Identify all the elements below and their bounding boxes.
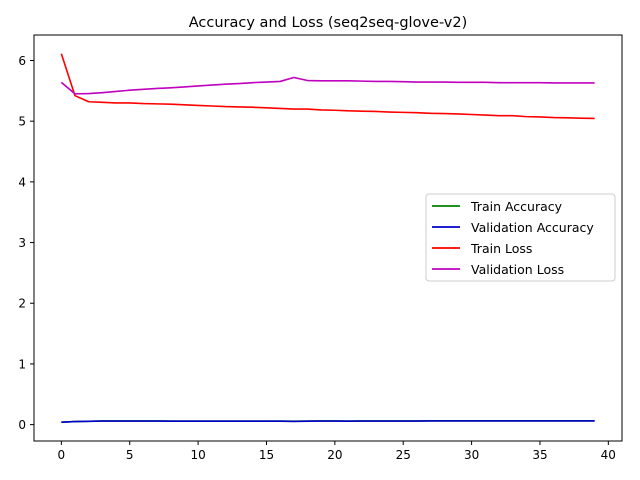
legend: Train Accuracy Validation Accuracy Train…: [425, 193, 616, 282]
y-tick-label: 4: [18, 175, 26, 189]
x-tick-label: 5: [126, 448, 134, 462]
x-tick-label: 30: [464, 448, 479, 462]
series-lines: [60, 53, 595, 423]
y-axis-ticks: 0 1 2 3 4 5 6: [18, 54, 34, 432]
x-axis-ticks: 0 5 10 15 20 25 30 35 40: [58, 441, 616, 462]
y-tick-label: 6: [18, 54, 26, 68]
legend-label-train-accuracy: Train Accuracy: [470, 199, 563, 214]
plot-area: [33, 34, 623, 442]
series-line-validation-accuracy: [61, 420, 595, 423]
x-tick-label: 10: [190, 448, 205, 462]
legend-label-validation-loss: Validation Loss: [471, 262, 564, 277]
y-tick-label: 1: [18, 357, 26, 371]
x-tick-label: 15: [259, 448, 274, 462]
legend-label-validation-accuracy: Validation Accuracy: [471, 220, 594, 235]
series-line-validation-loss: [60, 76, 595, 95]
legend-box: [425, 193, 616, 282]
chart-title: Accuracy and Loss (seq2seq-glove-v2): [189, 15, 468, 31]
y-tick-label: 0: [18, 418, 26, 432]
y-tick-label: 5: [18, 115, 26, 129]
legend-label-train-loss: Train Loss: [470, 241, 532, 256]
y-tick-label: 2: [18, 297, 26, 311]
y-tick-label: 3: [18, 236, 26, 250]
x-tick-label: 0: [58, 448, 66, 462]
x-tick-label: 35: [532, 448, 547, 462]
x-tick-label: 20: [327, 448, 342, 462]
x-tick-label: 40: [601, 448, 616, 462]
x-tick-label: 25: [396, 448, 411, 462]
series-line-train-loss: [60, 53, 595, 120]
